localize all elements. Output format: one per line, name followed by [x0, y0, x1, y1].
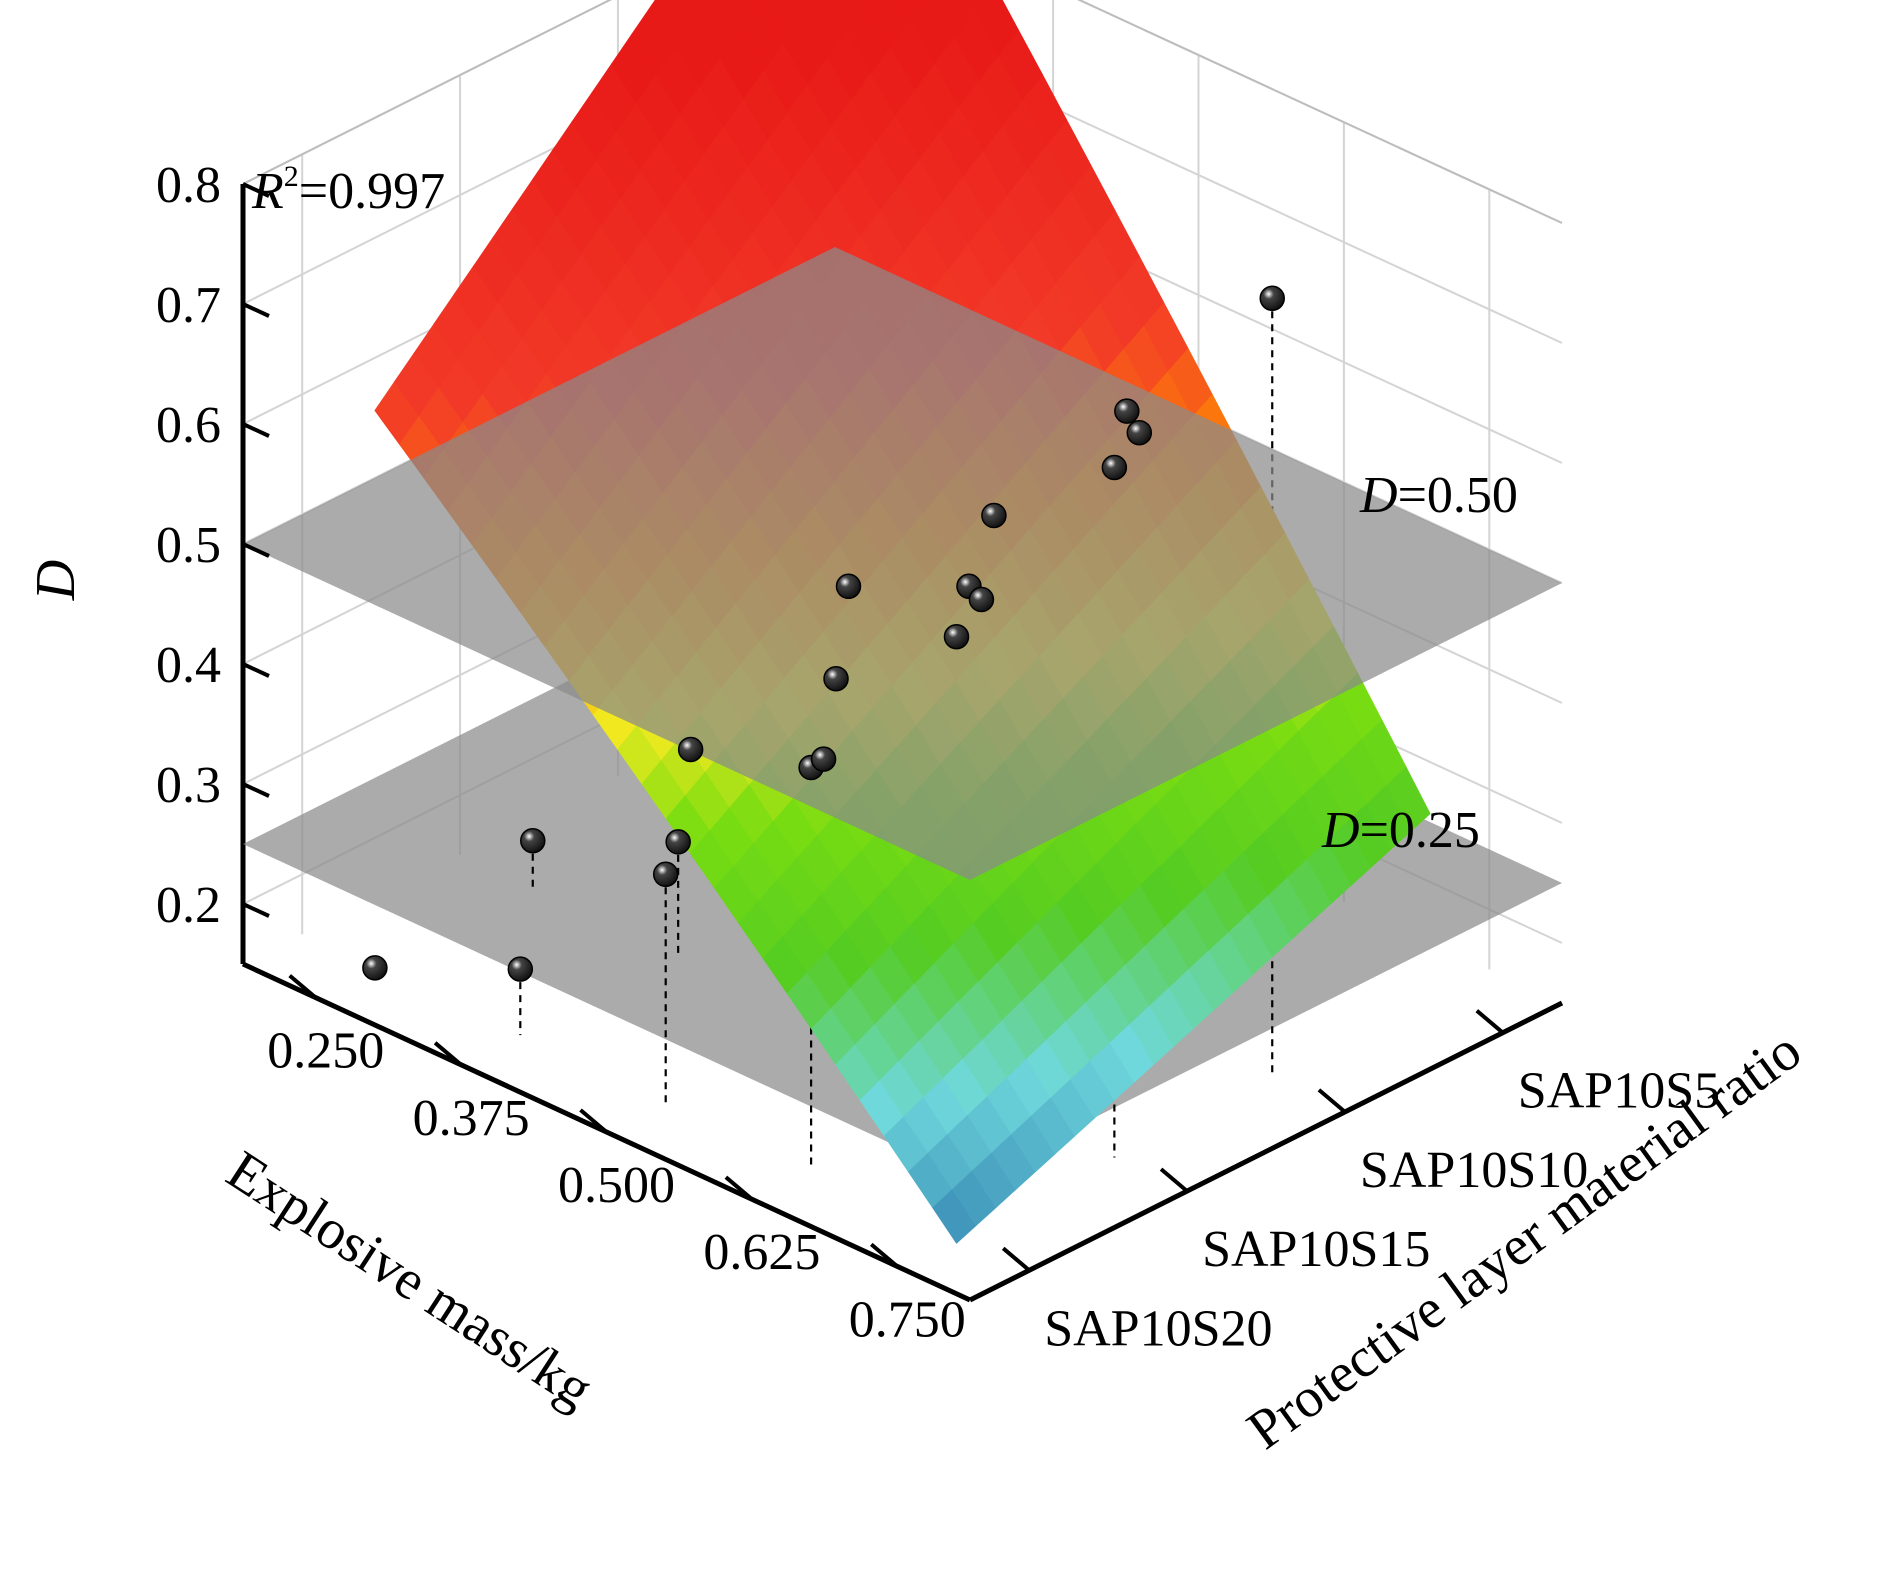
- surface-patch: [793, 0, 815, 16]
- tick-marks: [242, 182, 1505, 1272]
- surface-patch: [721, 0, 760, 31]
- data-point: [835, 573, 862, 600]
- data-point: [1101, 454, 1128, 481]
- data-point: [823, 665, 849, 692]
- z-tick-label: 0.6: [156, 397, 221, 454]
- x-tick-label: 0.625: [703, 1224, 820, 1281]
- y-tick: [1159, 1167, 1189, 1193]
- surface-patch: [694, 0, 740, 59]
- surface-patch: [899, 0, 926, 21]
- r-squared-symbol: R: [251, 163, 284, 220]
- surface-patch: [866, 0, 911, 47]
- surface-patch: [802, 0, 848, 58]
- plane-label-high-var: D: [1359, 467, 1398, 524]
- z-tick: [242, 542, 270, 558]
- data-point: [1259, 285, 1285, 312]
- x-tick: [870, 1242, 899, 1268]
- surface-patch: [973, 0, 1019, 56]
- z-tick: [242, 302, 270, 318]
- z-tick-label: 0.3: [156, 757, 221, 814]
- data-point: [520, 827, 546, 854]
- x-tick: [433, 1041, 463, 1067]
- z-tick-label: 0.4: [156, 637, 221, 694]
- x-tick: [724, 1175, 754, 1201]
- z-tick-label: 0.7: [156, 277, 221, 334]
- plane-label-low-var: D: [1321, 802, 1360, 859]
- z-axis-label: D: [25, 560, 87, 601]
- surface-patch: [758, 0, 804, 44]
- data-point: [362, 955, 388, 981]
- grid-top-edge: [242, 0, 1563, 224]
- z-tick: [242, 182, 270, 198]
- data-point: [810, 746, 837, 772]
- z-tick-label: 0.8: [156, 157, 221, 214]
- data-point: [665, 829, 691, 855]
- y-tick-label: SAP10S5: [1518, 1063, 1720, 1120]
- surface-patch: [829, 0, 867, 31]
- data-point: [1114, 398, 1140, 424]
- data-point: [943, 623, 970, 650]
- surface-patch: [933, 0, 975, 38]
- surface-patch: [650, 0, 696, 47]
- y-axis-line: [968, 1000, 1564, 1303]
- z-tick: [242, 902, 270, 918]
- plane-d-0-50: [243, 247, 1562, 880]
- data-point: [968, 586, 995, 613]
- data-point: [1126, 419, 1153, 446]
- x-tick-label: 0.500: [558, 1157, 675, 1214]
- data-point: [677, 736, 704, 763]
- plane-label-low: D=0.25: [1321, 802, 1480, 859]
- x-axis-label: Explosive mass/kg: [216, 1139, 603, 1421]
- y-tick: [1475, 1009, 1505, 1035]
- surface-patch: [967, 0, 983, 12]
- x-tick-label: 0.375: [413, 1090, 530, 1147]
- data-point: [652, 861, 679, 888]
- plane-label-high: D=0.50: [1359, 467, 1518, 524]
- x-tick-label: 0.250: [267, 1023, 384, 1080]
- surface-patch: [757, 0, 761, 3]
- y-tick-label: SAP10S15: [1202, 1221, 1430, 1278]
- r-squared-value: =0.997: [299, 163, 445, 220]
- plane-fill-high: [243, 247, 1562, 880]
- z-tick: [242, 782, 270, 798]
- z-tick-label: 0.5: [156, 517, 221, 574]
- plane-label-low-value: =0.25: [1360, 802, 1480, 859]
- y-tick-label: SAP10S10: [1360, 1142, 1588, 1199]
- x-tick: [288, 974, 317, 1000]
- data-point: [507, 956, 534, 982]
- data-points: [362, 285, 1285, 982]
- surface-patch: [864, 0, 870, 4]
- surface-patch: [910, 0, 955, 64]
- r-squared-annotation: R2=0.997: [251, 160, 445, 220]
- z-tick-label: 0.2: [156, 877, 221, 934]
- r-squared-exponent: 2: [284, 160, 299, 193]
- y-tick: [1317, 1088, 1347, 1114]
- data-point: [981, 502, 1007, 529]
- y-tick-label: SAP10S20: [1044, 1300, 1272, 1357]
- y-tick: [1001, 1246, 1031, 1272]
- surface-patch: [684, 0, 708, 18]
- plane-label-high-value: =0.50: [1398, 467, 1518, 524]
- z-tick: [242, 662, 270, 678]
- x-tick-label: 0.750: [849, 1291, 966, 1348]
- z-tick: [242, 422, 270, 438]
- tick-labels: 0.2 0.3 0.4 0.5 0.6 0.7 0.8 0.750 0.625 0.500 0.37…: [156, 157, 1720, 1357]
- x-tick: [579, 1108, 608, 1134]
